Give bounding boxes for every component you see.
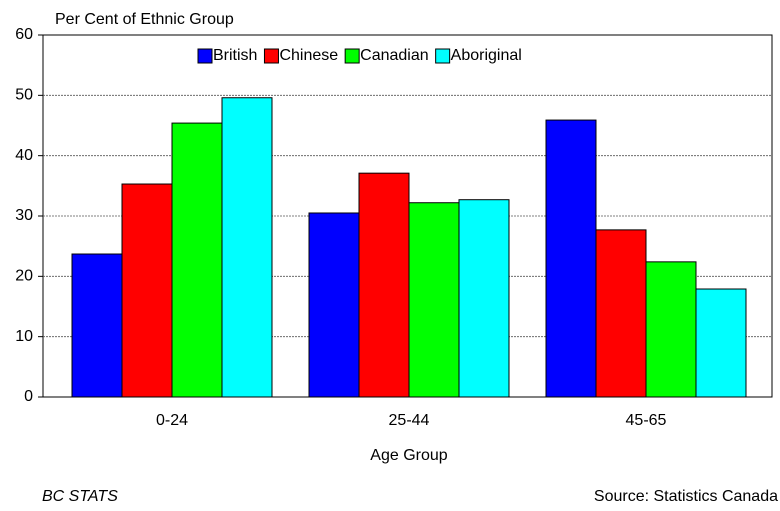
bar (308, 212, 360, 398)
legend-swatch (263, 48, 279, 64)
bar (458, 199, 510, 398)
legend-swatch (197, 48, 213, 64)
bar (545, 119, 597, 398)
y-tick-label: 60 (15, 26, 33, 43)
y-tick-label: 30 (15, 207, 33, 224)
x-tick-label: 0-24 (156, 412, 188, 429)
legend-label: Aboriginal (451, 47, 522, 64)
footer-right: Source: Statistics Canada (594, 488, 778, 505)
bar (171, 122, 223, 398)
legend-label: British (213, 47, 257, 64)
bar (645, 261, 697, 398)
legend-label: Canadian (360, 47, 429, 64)
x-tick-label: 45-65 (626, 412, 667, 429)
footer-left: BC STATS (42, 488, 118, 505)
y-tick-label: 50 (15, 87, 33, 104)
bar (71, 253, 123, 398)
y-tick-label: 40 (15, 147, 33, 164)
bar (408, 202, 460, 398)
legend-swatch (435, 48, 451, 64)
legend-swatch (344, 48, 360, 64)
bar (121, 183, 173, 398)
x-axis-label: Age Group (370, 447, 447, 464)
y-tick-label: 20 (15, 268, 33, 285)
legend-label: Chinese (279, 47, 338, 64)
bar (358, 172, 410, 398)
y-tick-label: 10 (15, 328, 33, 345)
bar (695, 288, 747, 398)
y-tick-label: 0 (24, 388, 33, 405)
chart-title: Per Cent of Ethnic Group (55, 11, 234, 28)
x-tick-label: 25-44 (389, 412, 430, 429)
bar (221, 97, 273, 398)
bar (595, 229, 647, 398)
